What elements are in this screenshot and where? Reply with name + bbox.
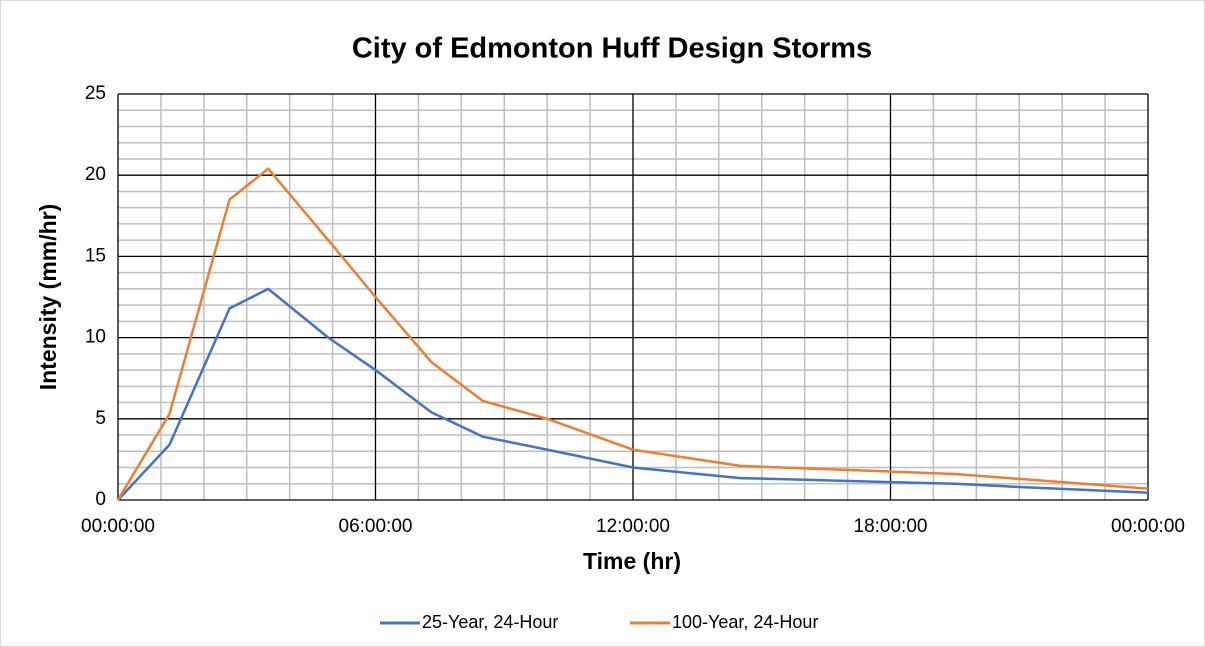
y-axis-label: Intensity (mm/hr) — [35, 204, 61, 391]
y-tick-label: 5 — [95, 408, 106, 429]
x-tick-label: 00:00:00 — [81, 516, 155, 537]
chart-title: City of Edmonton Huff Design Storms — [352, 33, 872, 65]
y-tick-label: 10 — [85, 327, 106, 348]
x-tick-label: 18:00:00 — [854, 516, 928, 537]
series-line — [117, 287, 1149, 501]
y-tick-label: 15 — [85, 245, 106, 266]
x-axis-label: Time (hr) — [583, 548, 681, 574]
series-line — [116, 167, 1149, 501]
y-tick-label: 0 — [95, 489, 106, 510]
y-tick-label: 25 — [85, 83, 106, 104]
x-tick-label: 12:00:00 — [596, 516, 670, 537]
y-tick-label: 20 — [85, 164, 106, 185]
legend-label: 100-Year, 24-Hour — [672, 612, 818, 632]
legend-label: 25-Year, 24-Hour — [422, 612, 558, 632]
x-tick-label: 00:00:00 — [1111, 516, 1185, 537]
x-tick-label: 06:00:00 — [339, 516, 413, 537]
